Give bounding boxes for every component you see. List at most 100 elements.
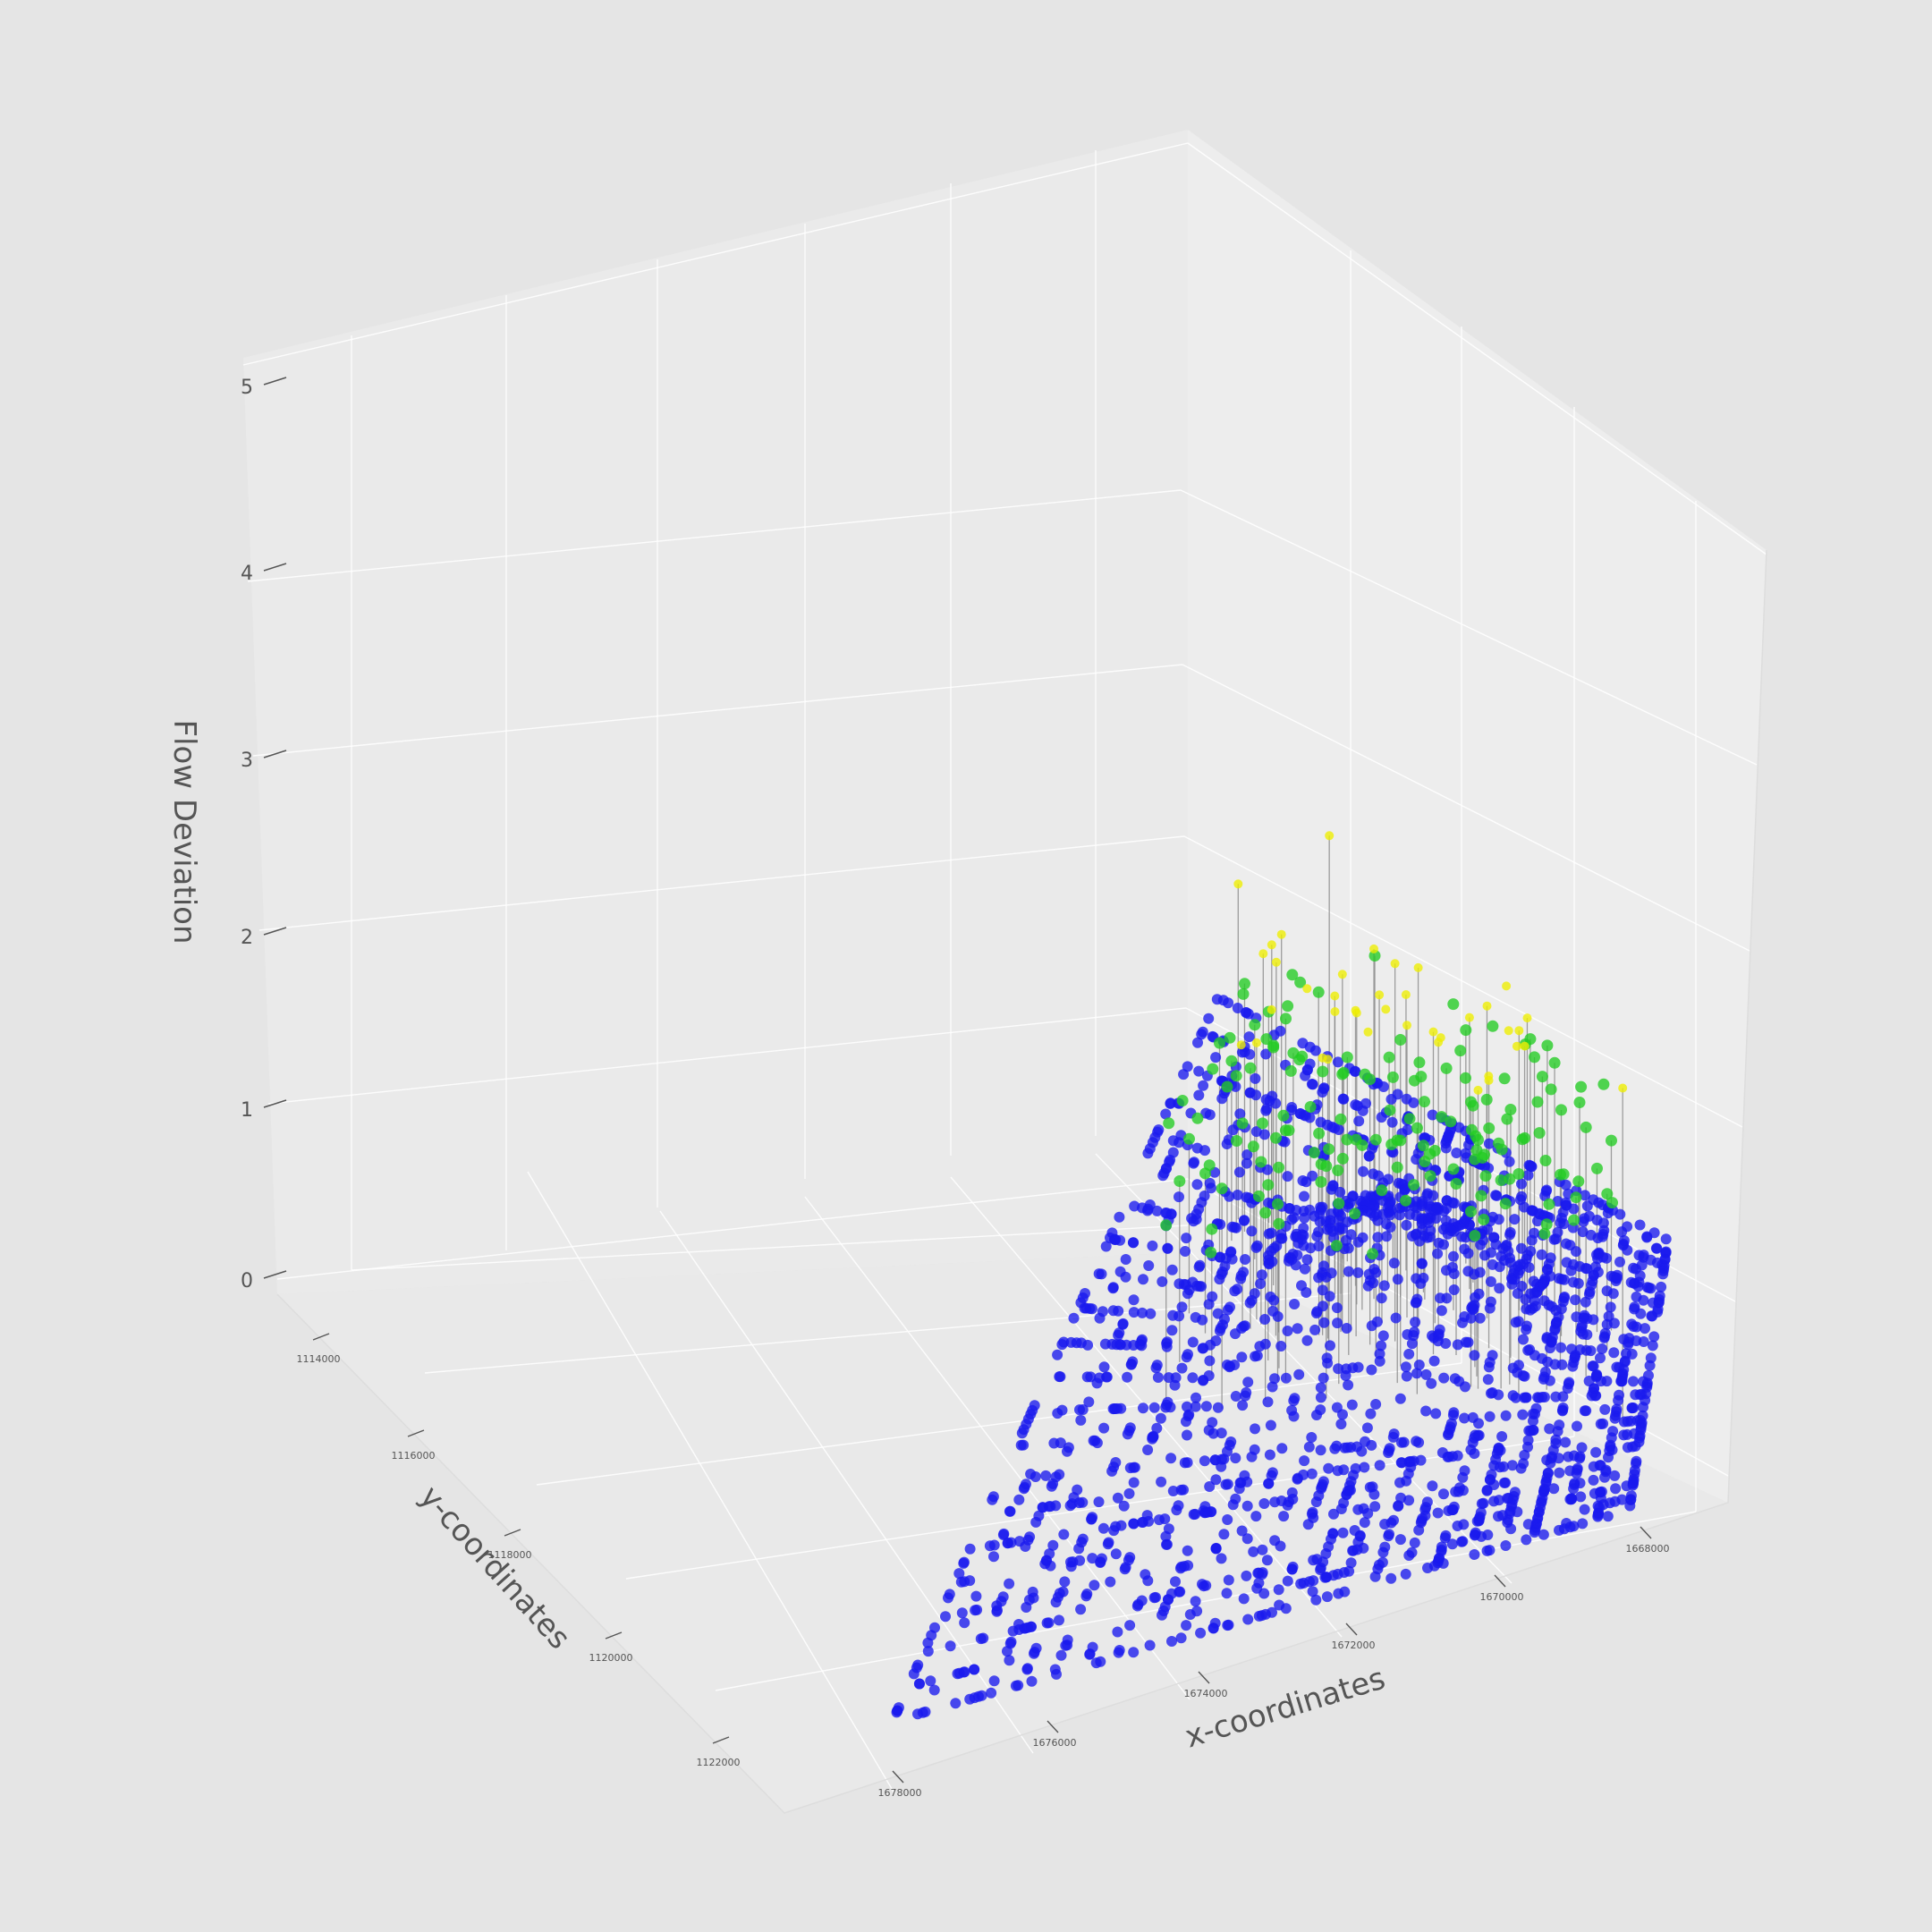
data-point (1221, 1080, 1233, 1093)
data-point (1470, 1144, 1483, 1157)
data-point (1075, 1604, 1087, 1615)
data-point (1142, 1148, 1154, 1159)
data-point (1286, 1563, 1298, 1575)
data-point (1439, 1532, 1451, 1544)
data-point (1191, 1112, 1204, 1124)
data-point (1154, 1514, 1165, 1526)
data-point (1522, 1169, 1534, 1181)
data-point (1303, 1441, 1315, 1453)
data-point (1058, 1529, 1070, 1540)
z-grid-right (1182, 664, 1750, 952)
data-point (1377, 1081, 1389, 1092)
data-point (1597, 1343, 1608, 1354)
data-point (1241, 1533, 1253, 1545)
data-point (1174, 1137, 1185, 1148)
data-point (1554, 1467, 1565, 1479)
data-point (1473, 1418, 1484, 1429)
data-point (1242, 1377, 1254, 1388)
data-point (1548, 1233, 1560, 1245)
data-point (1210, 1335, 1222, 1346)
data-point (1089, 1580, 1100, 1591)
data-point (1315, 1564, 1326, 1575)
floor-grid (804, 1196, 1191, 1700)
data-point (1522, 1441, 1533, 1453)
data-point (1210, 1543, 1222, 1555)
data-point (1161, 1538, 1172, 1550)
data-point (1393, 1501, 1404, 1512)
data-point (1317, 1087, 1328, 1098)
data-point (1610, 1275, 1622, 1286)
data-point (1218, 1529, 1230, 1540)
data-point (1451, 1148, 1462, 1158)
data-point (1573, 1097, 1586, 1108)
data-point (997, 1530, 1009, 1540)
x-tick-label: 1674000 (1184, 1688, 1228, 1699)
data-point (1480, 1093, 1493, 1106)
data-point (1440, 1062, 1453, 1074)
data-point (1029, 1648, 1039, 1659)
data-point (1577, 1226, 1589, 1238)
data-point (1647, 1340, 1658, 1352)
data-point (1383, 1447, 1394, 1459)
data-point (1282, 1000, 1294, 1013)
data-point (1333, 1124, 1344, 1135)
data-point (1513, 1316, 1524, 1327)
data-point (1292, 1473, 1303, 1485)
data-point (1452, 1521, 1463, 1531)
data-point (1401, 1370, 1412, 1382)
data-point (1378, 1280, 1390, 1292)
data-point (1263, 1478, 1275, 1489)
data-point (1325, 1340, 1335, 1352)
data-point (1262, 1179, 1275, 1191)
data-point (1487, 1350, 1498, 1361)
data-point (1488, 1496, 1500, 1507)
data-point (1431, 1203, 1443, 1215)
data-point (1046, 1480, 1057, 1492)
data-point (1207, 1063, 1219, 1075)
data-point (1169, 1379, 1181, 1391)
data-point (1323, 1143, 1335, 1156)
data-point (1367, 1248, 1378, 1260)
data-point (1250, 1126, 1262, 1138)
data-point (1216, 1428, 1227, 1439)
data-point (1603, 1452, 1614, 1463)
data-point (1119, 1563, 1131, 1575)
data-point (1572, 1277, 1584, 1289)
data-point (1601, 1252, 1612, 1264)
data-point (1440, 1142, 1452, 1154)
y-tick-label: 1120000 (589, 1652, 633, 1664)
data-point (1574, 1453, 1586, 1464)
data-point (1216, 1182, 1228, 1195)
data-point (1529, 1051, 1540, 1063)
data-point (1539, 1191, 1551, 1201)
data-point (1097, 1522, 1109, 1534)
y-tick-mark (712, 1736, 730, 1744)
data-point (1016, 1428, 1028, 1439)
data-point (1528, 1415, 1538, 1427)
data-point (1110, 1548, 1122, 1560)
data-point (1278, 1511, 1290, 1522)
data-point (1320, 1160, 1333, 1173)
data-point (1074, 1404, 1085, 1416)
data-point (1180, 1246, 1191, 1257)
data-point (1556, 1405, 1568, 1417)
data-point (1241, 1500, 1253, 1512)
data-point (1026, 1675, 1038, 1687)
data-point (1101, 1371, 1113, 1383)
data-point (959, 1617, 970, 1629)
z-grid-left (247, 489, 1182, 582)
data-point (1224, 1031, 1236, 1044)
z-tick-mark (263, 563, 287, 572)
data-point (1599, 1403, 1611, 1415)
data-point (1192, 1037, 1203, 1048)
data-point (1483, 1361, 1495, 1373)
data-point (1392, 1274, 1403, 1285)
data-point (1400, 1361, 1411, 1373)
data-point (1282, 1326, 1293, 1336)
data-point (1193, 1261, 1205, 1273)
data-point (1294, 976, 1307, 988)
data-point (1147, 1433, 1158, 1445)
data-point (1041, 1617, 1053, 1629)
data-point (1614, 1208, 1626, 1220)
data-point (1519, 1370, 1530, 1382)
